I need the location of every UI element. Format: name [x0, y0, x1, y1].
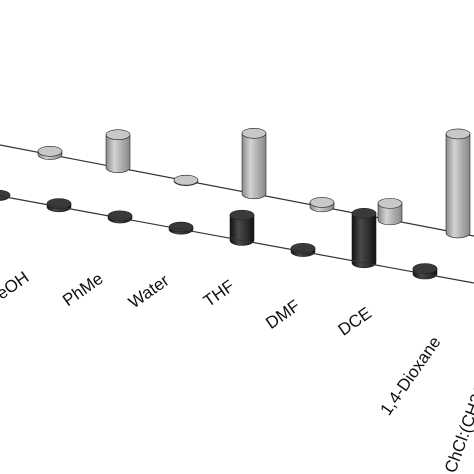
bar-back-body	[105, 134, 131, 173]
tick-label: MeOH	[0, 268, 32, 312]
tick-label: ChCl:(CH2OH)2	[441, 353, 474, 474]
bar-back	[37, 145, 63, 160]
bar-front-top	[0, 189, 11, 201]
tick-label: DMF	[262, 296, 303, 333]
front-axis-segment	[0, 195, 474, 284]
bar-back	[105, 129, 131, 173]
bar-back	[241, 127, 267, 200]
bar-front	[412, 263, 438, 280]
tick-label: THF	[200, 276, 238, 311]
tick-label: Water	[125, 271, 173, 312]
bar-back	[377, 198, 403, 226]
bar-back-top	[241, 127, 267, 139]
bar-back-top	[173, 174, 199, 186]
bar-back-body	[377, 203, 403, 226]
bar-back-top	[377, 198, 403, 209]
bar-back-top	[309, 197, 335, 208]
front-axis-line	[0, 195, 474, 284]
bar-back	[445, 128, 471, 239]
category-labels: MeOH PhMe Water THF DMF DCE 1,4-Dioxane …	[0, 268, 474, 474]
bar-back-body	[445, 133, 471, 239]
bar-back	[173, 174, 199, 187]
bar-front-top	[351, 208, 377, 219]
bar-front-top	[229, 209, 255, 221]
bar-front	[229, 209, 255, 246]
tick-label: PhMe	[59, 269, 106, 310]
bar-back-body	[241, 132, 267, 200]
tick-label: 1,4-Dioxane	[376, 333, 444, 419]
bar-back-top	[445, 128, 471, 140]
chart-marks	[0, 127, 471, 280]
bar-back-top	[37, 145, 63, 157]
tick-label: DCE	[335, 303, 375, 339]
bar-front	[107, 210, 133, 224]
bar-front-body	[229, 214, 255, 246]
bar-back-top	[105, 129, 131, 140]
bar-front	[351, 208, 377, 269]
bar-front-body	[351, 213, 377, 269]
bar-back	[309, 197, 335, 213]
bar-front	[0, 189, 11, 201]
bar-front	[168, 221, 194, 235]
